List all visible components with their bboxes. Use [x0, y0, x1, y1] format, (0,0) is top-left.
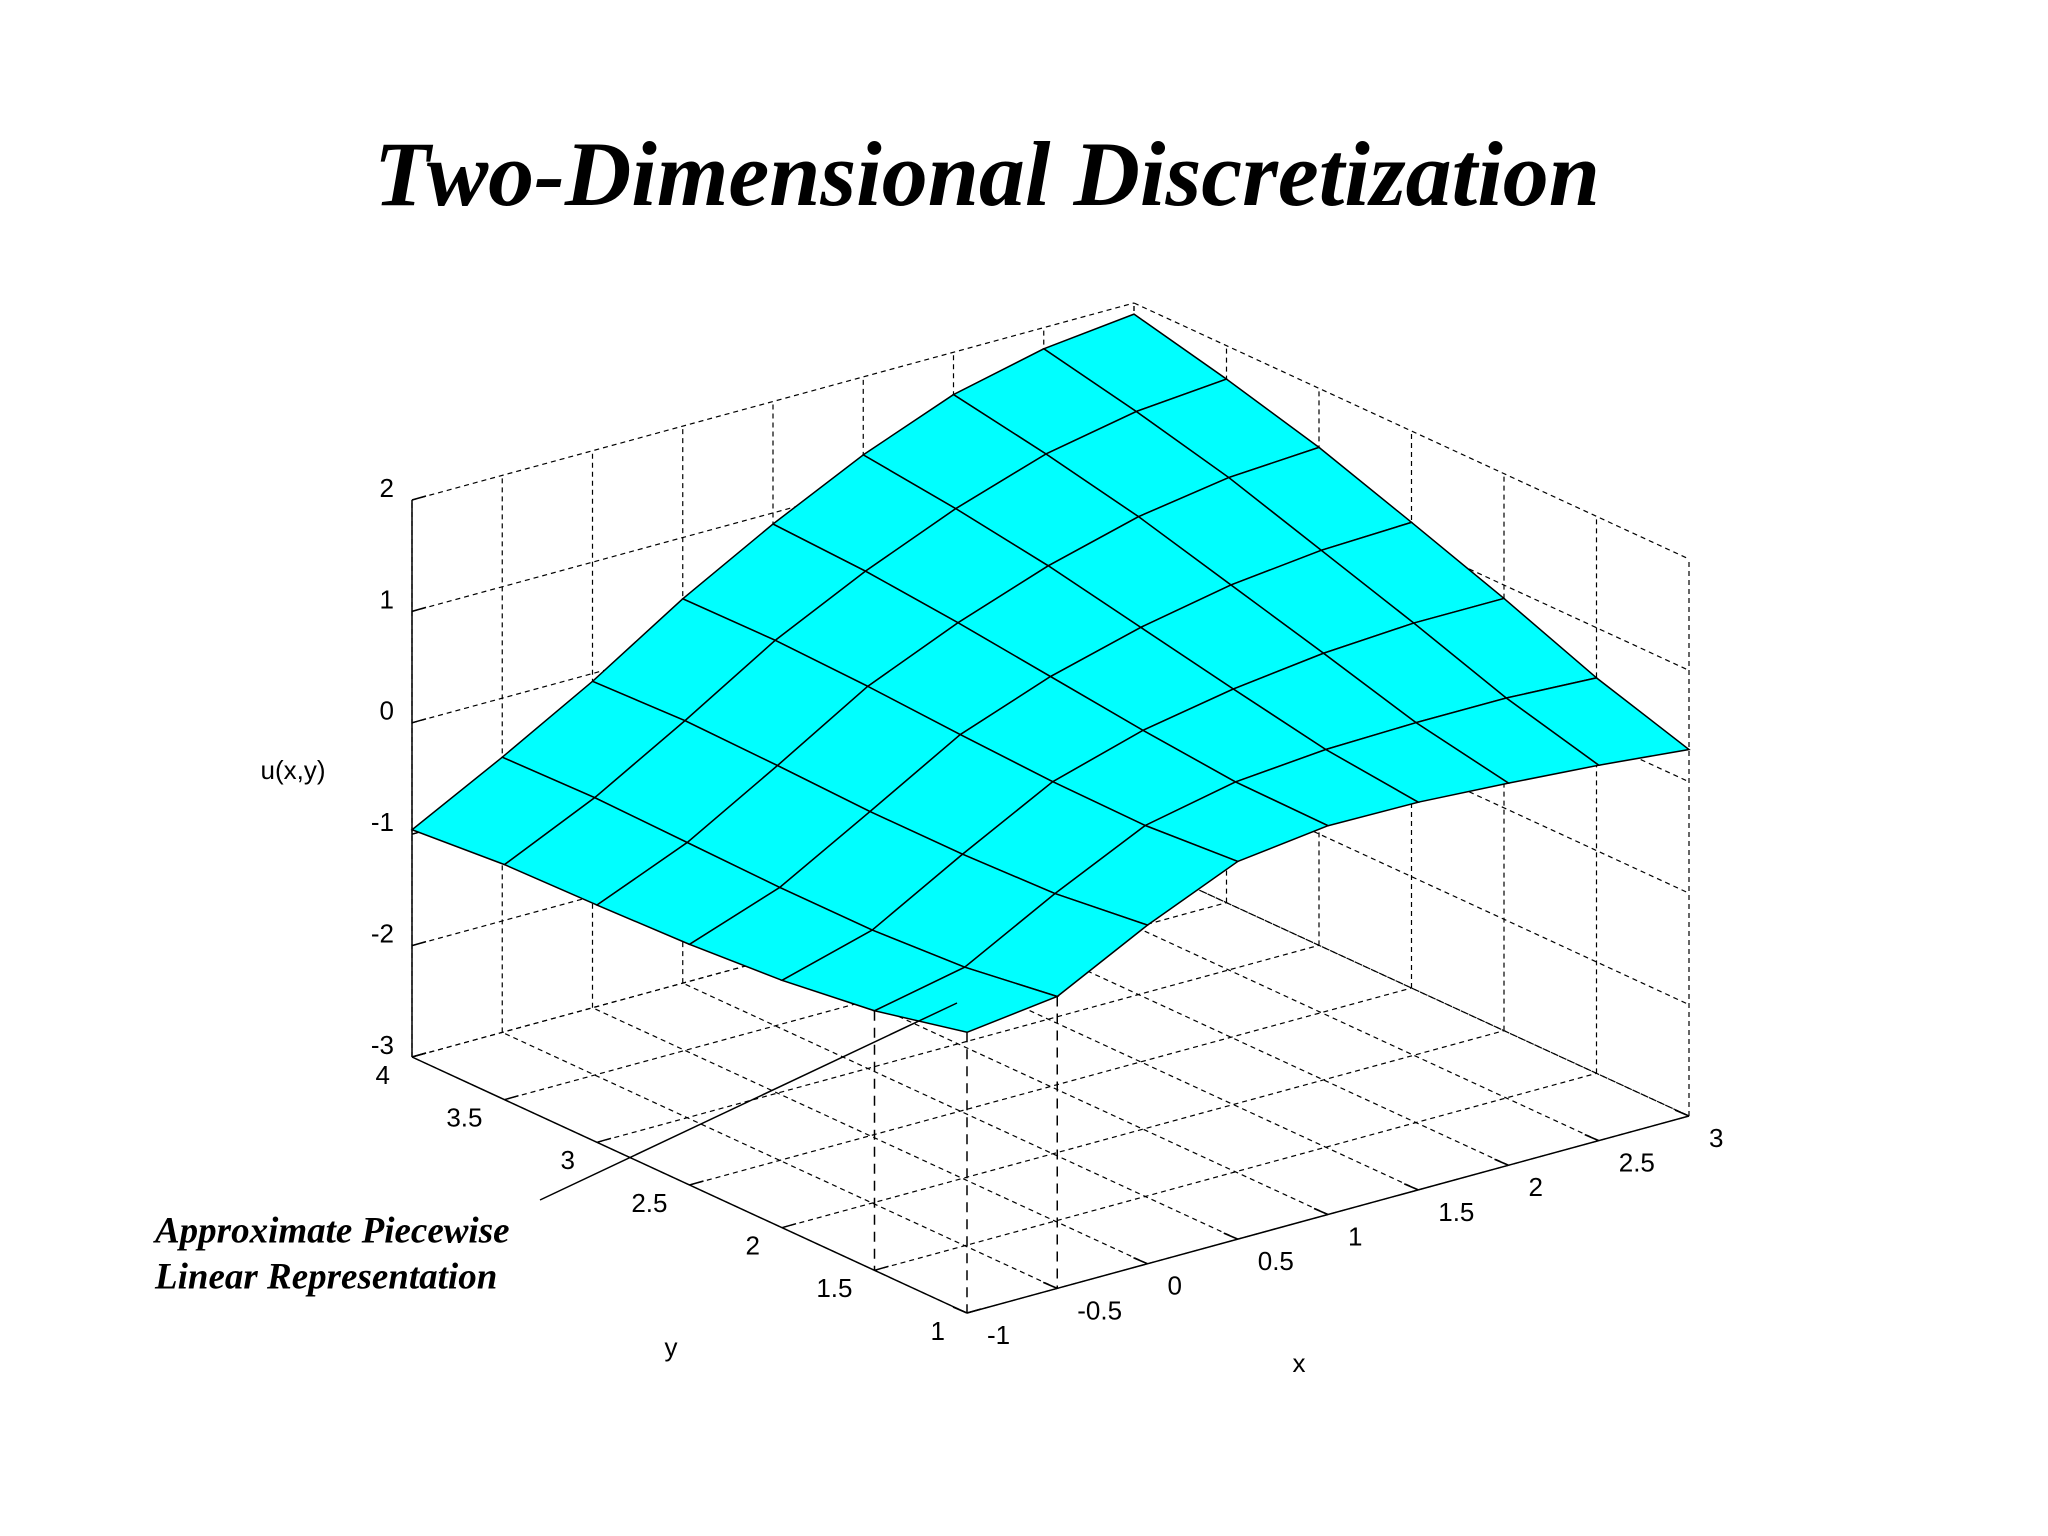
x-tick-label: 0	[1168, 1271, 1182, 1301]
y-tick-label: 3.5	[446, 1103, 482, 1133]
z-axis-label: u(x,y)	[261, 755, 326, 785]
tick-mark	[411, 1052, 427, 1058]
grid-line	[772, 957, 1329, 1216]
tick-mark	[1042, 1281, 1058, 1290]
x-tick-label: 2	[1529, 1172, 1543, 1202]
tick-mark	[1403, 1183, 1419, 1191]
y-tick-label: 1	[931, 1316, 945, 1346]
surface-patch	[872, 966, 1060, 1034]
z-tick-label: 1	[380, 584, 394, 614]
x-tick-label: 0.5	[1258, 1246, 1294, 1276]
grid-line	[862, 933, 1419, 1191]
grid-line	[1133, 302, 1690, 560]
tick-mark	[411, 495, 427, 501]
grid-line	[596, 944, 1320, 1143]
annotation-line: Linear Representation	[154, 1256, 497, 1297]
y-tick-label: 2	[746, 1231, 760, 1261]
tick-mark	[411, 940, 427, 947]
tick-mark	[596, 1137, 612, 1144]
x-tick-label: 3	[1709, 1123, 1723, 1153]
tick-mark	[411, 606, 427, 613]
tick-mark	[966, 1308, 982, 1314]
x-tick-label: 1.5	[1438, 1197, 1474, 1227]
x-tick-label: -0.5	[1077, 1295, 1122, 1325]
grid-line	[1043, 884, 1600, 1142]
grid-line	[592, 1007, 1148, 1265]
tick-mark	[1494, 1158, 1509, 1166]
tick-mark	[504, 1094, 519, 1101]
y-tick-label: 1.5	[816, 1273, 852, 1303]
tick-mark	[1223, 1232, 1239, 1240]
grid-line	[874, 1072, 1597, 1271]
x-tick-label: 2.5	[1619, 1148, 1655, 1178]
annotation-line: Approximate Piecewise	[153, 1210, 510, 1251]
y-axis-label: y	[665, 1332, 678, 1362]
x-axis-label: x	[1293, 1348, 1306, 1378]
tick-mark	[1313, 1207, 1329, 1216]
z-tick-label: 2	[380, 473, 394, 503]
tick-mark	[781, 1222, 797, 1229]
grid-line	[689, 987, 1412, 1186]
y-tick-label: 4	[376, 1060, 390, 1090]
tick-mark	[1133, 1257, 1148, 1265]
annotation-arrow	[539, 1002, 958, 1201]
grid-line	[1133, 859, 1690, 1117]
tick-mark	[1674, 1109, 1690, 1117]
z-tick-label: 0	[380, 696, 394, 726]
y-tick-label: 3	[561, 1145, 575, 1175]
grid-line	[781, 1030, 1505, 1229]
tick-mark	[952, 1306, 968, 1314]
grid-line	[411, 302, 1135, 501]
chart-title: Two-Dimensional Discretization	[374, 123, 1600, 225]
tick-mark	[1584, 1133, 1600, 1142]
tick-mark	[411, 718, 427, 724]
tick-mark	[689, 1180, 704, 1186]
z-tick-label: -1	[371, 807, 394, 837]
y-tick-label: 2.5	[631, 1188, 667, 1218]
x-tick-label: 1	[1348, 1221, 1362, 1251]
x-tick-label: -1	[987, 1320, 1010, 1350]
z-tick-label: -3	[371, 1030, 394, 1060]
tick-mark	[874, 1265, 889, 1272]
z-tick-label: -2	[371, 918, 394, 948]
